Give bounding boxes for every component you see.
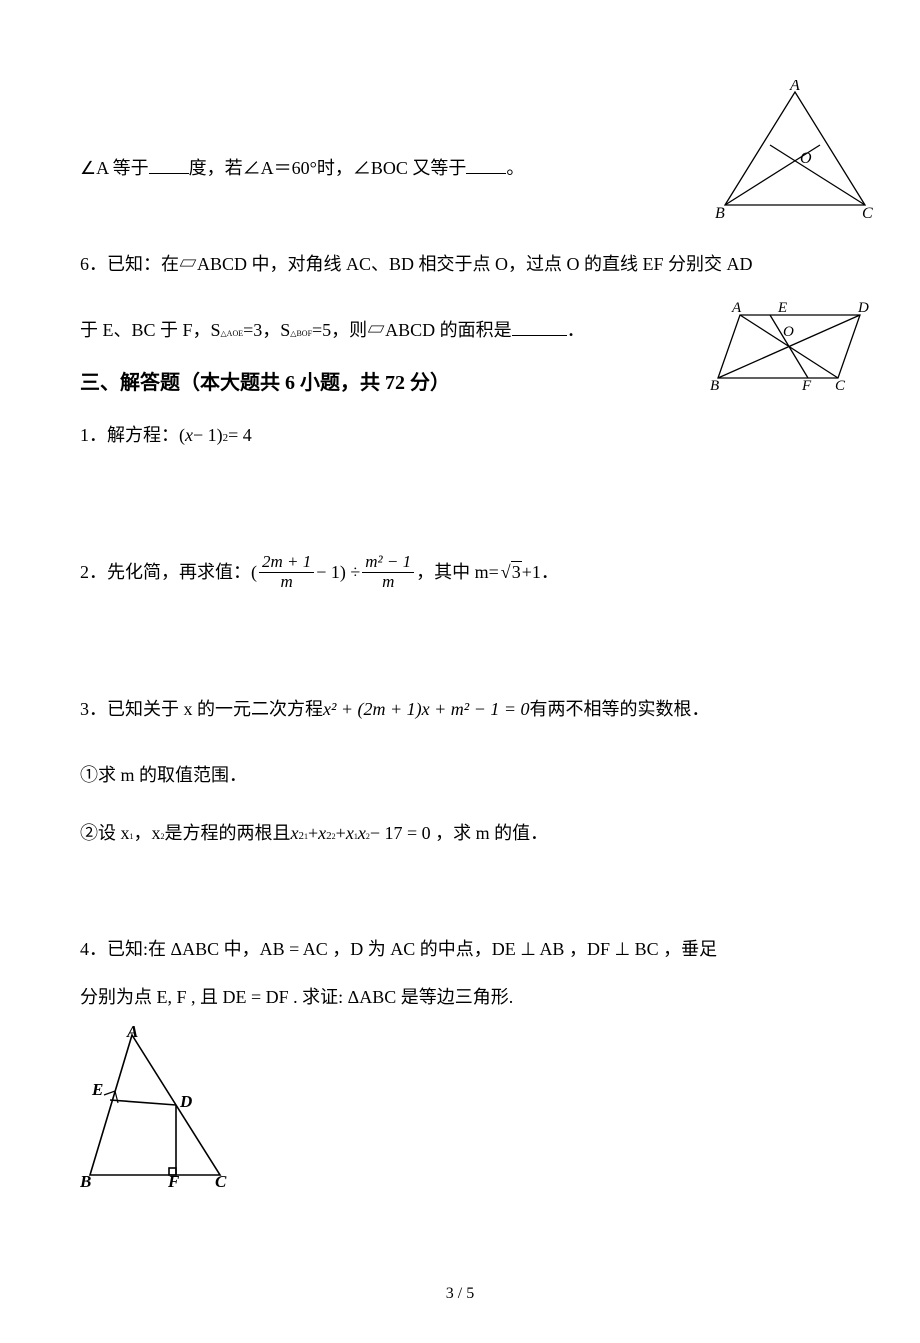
p1-m: − 1) bbox=[193, 417, 223, 453]
q5-blank2 bbox=[466, 156, 506, 174]
p3-l2: ①求 m 的取值范围． bbox=[80, 757, 247, 793]
q6-E: E bbox=[777, 300, 787, 316]
q6-D: D bbox=[857, 300, 869, 316]
p2-lpar: ( bbox=[251, 554, 257, 590]
p2-rad: 3 bbox=[511, 561, 522, 582]
p3-c1: ，x bbox=[134, 815, 161, 851]
q6-eq2: =5，则▱ABCD 的面积是 bbox=[312, 312, 512, 348]
p3-t1: x bbox=[291, 815, 299, 851]
q6-O: O bbox=[783, 324, 794, 340]
p2-f2d: m bbox=[379, 573, 397, 592]
p3-line3: ②设 x 1 ，x 2 是方程的两根且 x21 + x22 + x1 x2 − … bbox=[80, 815, 840, 851]
label-O: O bbox=[800, 150, 812, 167]
p4-E: E bbox=[91, 1080, 103, 1099]
q6-s2: △BOF bbox=[290, 326, 312, 342]
q6-eq1: =3，S bbox=[243, 312, 290, 348]
p4-line2: 分别为点 E, F , 且 DE = DF . 求证: ΔABC 是等边三角形. bbox=[80, 979, 840, 1015]
p4-B: B bbox=[80, 1172, 91, 1190]
page-footer: 3 / 5 bbox=[80, 1285, 840, 1303]
p2-f1n: 2m + 1 bbox=[259, 553, 314, 573]
sqrt-icon: 3 bbox=[499, 554, 522, 590]
p2-mid2: ，其中 m= bbox=[416, 554, 499, 590]
p3-line1: 3．已知关于 x 的一元二次方程 x² + (2m + 1)x + m² − 1… bbox=[80, 691, 840, 727]
gap1 bbox=[80, 483, 840, 553]
p2-tail: +1． bbox=[522, 554, 559, 590]
p3-t3: x bbox=[346, 815, 354, 851]
q5-mid: 度，若∠A＝60°时，∠BOC 又等于 bbox=[189, 150, 467, 186]
q5-end: 。 bbox=[506, 150, 524, 186]
q6-C: C bbox=[835, 378, 846, 392]
p3-t4: x bbox=[358, 815, 366, 851]
label-A: A bbox=[789, 80, 800, 94]
p2-f2n: m² − 1 bbox=[362, 553, 414, 573]
p2-line: 2．先化简，再求值： ( 2m + 1 m − 1) ÷ m² − 1 m ，其… bbox=[80, 553, 840, 591]
p4-A: A bbox=[126, 1025, 138, 1041]
q6-line1: 6．已知：在▱ABCD 中，对角线 AC、BD 相交于点 O，过点 O 的直线 … bbox=[80, 246, 840, 282]
gap3 bbox=[80, 881, 840, 931]
p2-frac2: m² − 1 m bbox=[362, 553, 414, 591]
p3-t2: x bbox=[318, 815, 326, 851]
p2-frac1: 2m + 1 m bbox=[259, 553, 314, 591]
p4-F: F bbox=[167, 1172, 180, 1190]
p3-c2: 是方程的两根且 bbox=[165, 815, 291, 851]
p4-D: D bbox=[179, 1092, 192, 1111]
q6-blank bbox=[512, 318, 567, 336]
gap2 bbox=[80, 621, 840, 691]
label-C: C bbox=[862, 205, 873, 220]
p2-f1d: m bbox=[277, 573, 295, 592]
q5-pre: ∠A 等于 bbox=[80, 150, 149, 186]
p3-line2: ①求 m 的取值范围． bbox=[80, 757, 840, 793]
p3-tail: − 17 = 0 ，求 m 的值． bbox=[370, 815, 548, 851]
p3-plus2: + bbox=[336, 815, 346, 851]
p1-r: = 4 bbox=[228, 417, 252, 453]
p3-l3a: ②设 x bbox=[80, 815, 130, 851]
label-B: B bbox=[715, 205, 725, 220]
p1-x: x bbox=[185, 417, 193, 453]
q6-end: ． bbox=[567, 312, 585, 348]
q6-figure: A B C D E F O bbox=[710, 300, 880, 397]
p3-plus1: + bbox=[308, 815, 318, 851]
p4-figure: A B C D E F bbox=[80, 1025, 840, 1195]
p4-l1: 4．已知:在 ΔABC 中，AB = AC ，D 为 AC 的中点，DE ⊥ A… bbox=[80, 931, 717, 967]
q6-p1: 6．已知：在▱ABCD 中，对角线 AC、BD 相交于点 O，过点 O 的直线 … bbox=[80, 246, 753, 282]
p4-l2: 分别为点 E, F , 且 DE = DF . 求证: ΔABC 是等边三角形. bbox=[80, 979, 513, 1015]
q6-p2a: 于 E、BC 于 F，S bbox=[80, 312, 221, 348]
q6-B: B bbox=[710, 378, 719, 392]
q5-blank1 bbox=[149, 156, 189, 174]
q6-F: F bbox=[801, 378, 812, 392]
p2-label: 2．先化简，再求值： bbox=[80, 554, 251, 590]
p1-label: 1．解方程： bbox=[80, 417, 179, 453]
p4-line1: 4．已知:在 ΔABC 中，AB = AC ，D 为 AC 的中点，DE ⊥ A… bbox=[80, 931, 840, 967]
p3-l1a: 3．已知关于 x 的一元二次方程 bbox=[80, 691, 323, 727]
p3-l1b: 有两不相等的实数根． bbox=[530, 691, 710, 727]
q5-figure: A B C O bbox=[710, 80, 880, 225]
p2-mid1: − 1) ÷ bbox=[316, 554, 360, 590]
p4-C: C bbox=[215, 1172, 227, 1190]
p3-eq: x² + (2m + 1)x + m² − 1 = 0 bbox=[323, 691, 530, 727]
q6-A: A bbox=[731, 300, 742, 316]
q6-s1: △AOE bbox=[221, 326, 244, 342]
p1-line: 1．解方程： ( x − 1) 2 = 4 bbox=[80, 417, 840, 453]
